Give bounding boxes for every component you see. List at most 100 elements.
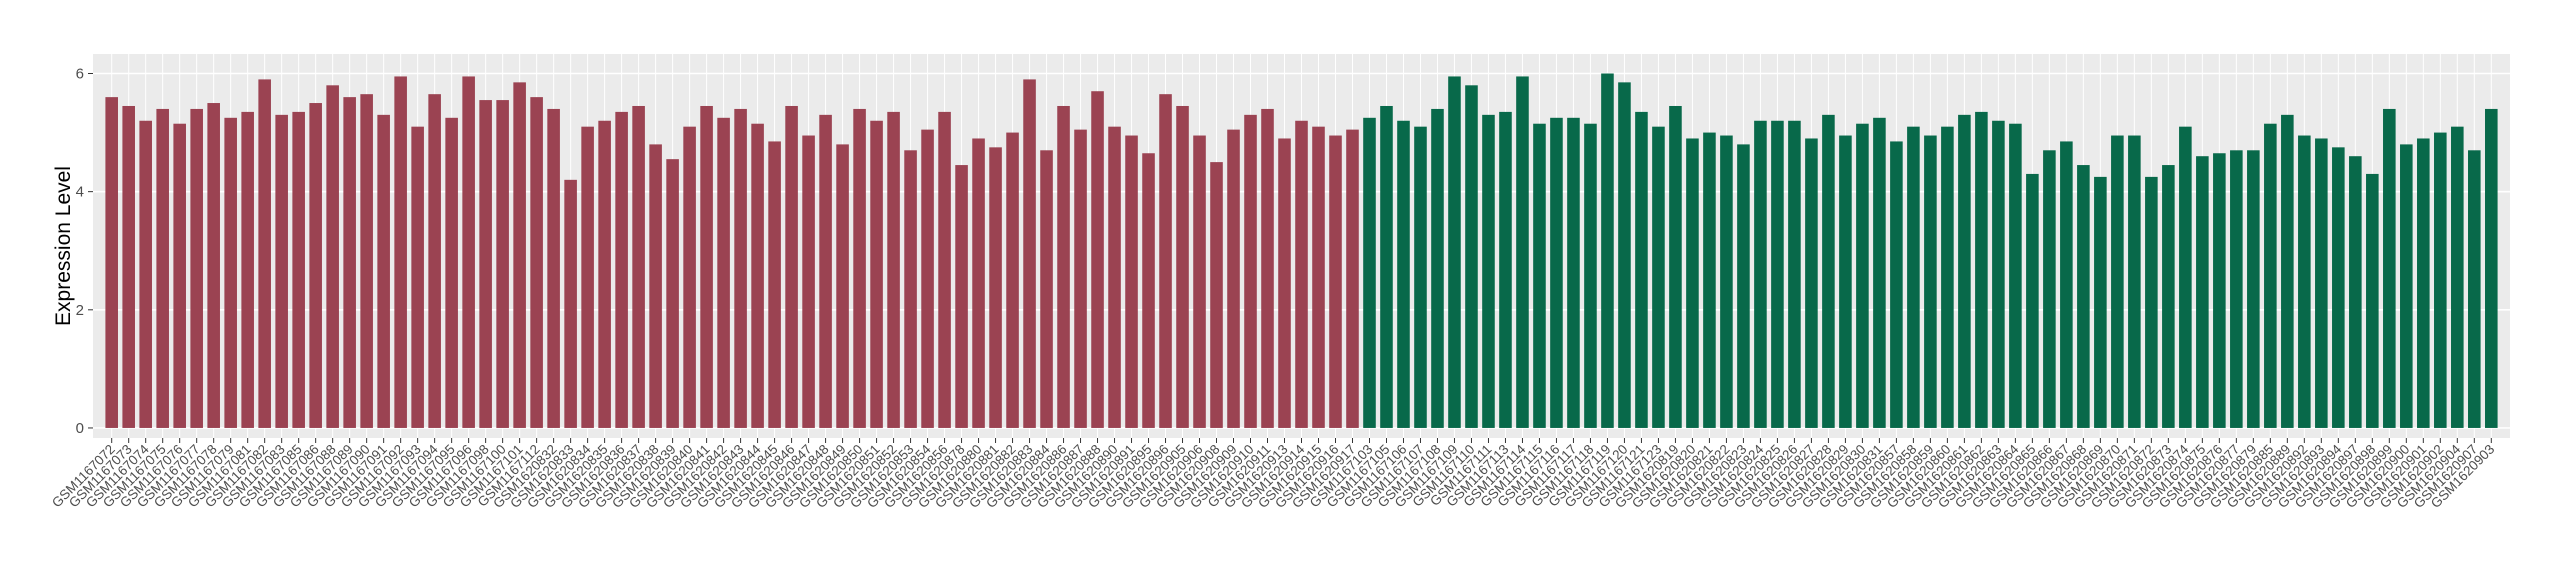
bar bbox=[819, 114, 832, 428]
bar bbox=[2434, 132, 2447, 428]
bar bbox=[2026, 173, 2039, 428]
bar bbox=[1295, 120, 1308, 428]
bar bbox=[768, 141, 781, 428]
bar bbox=[1652, 126, 1665, 428]
bar bbox=[887, 111, 900, 428]
bar bbox=[547, 108, 560, 428]
bar bbox=[1227, 129, 1240, 428]
y-axis-label: Expression Level bbox=[52, 166, 75, 326]
bar bbox=[649, 144, 662, 428]
bar bbox=[1720, 135, 1733, 428]
bar bbox=[1482, 114, 1495, 428]
bar bbox=[445, 117, 458, 428]
bar bbox=[1907, 126, 1920, 428]
bar bbox=[734, 108, 747, 428]
bar bbox=[105, 97, 118, 428]
bar bbox=[2145, 176, 2158, 428]
bar bbox=[904, 150, 917, 428]
bar bbox=[207, 103, 220, 428]
bar bbox=[2264, 123, 2277, 428]
bar bbox=[1329, 135, 1342, 428]
bar bbox=[666, 159, 679, 428]
y-tick-label: 2 bbox=[76, 302, 84, 319]
bar bbox=[156, 108, 169, 428]
bar bbox=[190, 108, 203, 428]
bar bbox=[2332, 147, 2345, 428]
bar bbox=[224, 117, 237, 428]
bar bbox=[1380, 105, 1393, 428]
bar bbox=[1023, 79, 1036, 428]
bar bbox=[955, 165, 968, 428]
bar bbox=[2111, 135, 2124, 428]
bar bbox=[1431, 108, 1444, 428]
bar bbox=[1958, 114, 1971, 428]
bar bbox=[1737, 144, 1750, 428]
bar bbox=[139, 120, 152, 428]
y-tick-label: 4 bbox=[76, 184, 84, 201]
bar bbox=[2179, 126, 2192, 428]
bar bbox=[581, 126, 594, 428]
bar bbox=[802, 135, 815, 428]
bar bbox=[2196, 156, 2209, 428]
bar bbox=[972, 138, 985, 428]
bar bbox=[683, 126, 696, 428]
bar bbox=[1516, 76, 1529, 428]
bar bbox=[921, 129, 934, 428]
bar bbox=[632, 105, 645, 428]
bar bbox=[1567, 117, 1580, 428]
bar bbox=[1057, 105, 1070, 428]
bar bbox=[2349, 156, 2362, 428]
y-tick-label: 0 bbox=[76, 420, 84, 437]
bar bbox=[1244, 114, 1257, 428]
bar bbox=[2128, 135, 2141, 428]
bar bbox=[564, 179, 577, 428]
bar bbox=[1822, 114, 1835, 428]
bar bbox=[122, 105, 135, 428]
bar bbox=[428, 94, 441, 428]
bar bbox=[1176, 105, 1189, 428]
bar bbox=[530, 97, 543, 428]
bar bbox=[2060, 141, 2073, 428]
bar bbox=[479, 100, 492, 428]
bar bbox=[173, 123, 186, 428]
bar bbox=[496, 100, 509, 428]
bar bbox=[1006, 132, 1019, 428]
bar bbox=[513, 82, 526, 428]
bar bbox=[1499, 111, 1512, 428]
bar bbox=[1873, 117, 1886, 428]
bar bbox=[1108, 126, 1121, 428]
bar bbox=[598, 120, 611, 428]
bar bbox=[1397, 120, 1410, 428]
bar bbox=[2298, 135, 2311, 428]
bar bbox=[1601, 73, 1614, 428]
bar bbox=[1941, 126, 1954, 428]
bar bbox=[1346, 129, 1359, 428]
bar bbox=[700, 105, 713, 428]
bar bbox=[836, 144, 849, 428]
bar bbox=[2009, 123, 2022, 428]
bar bbox=[2162, 165, 2175, 428]
bar bbox=[258, 79, 271, 428]
bar bbox=[309, 103, 322, 428]
bar bbox=[1703, 132, 1716, 428]
bar bbox=[2281, 114, 2294, 428]
y-tick-label: 6 bbox=[76, 65, 84, 82]
bar bbox=[1924, 135, 1937, 428]
bar bbox=[1142, 153, 1155, 428]
bar bbox=[292, 111, 305, 428]
bar bbox=[785, 105, 798, 428]
bar bbox=[1890, 141, 1903, 428]
bar bbox=[411, 126, 424, 428]
bar bbox=[2094, 176, 2107, 428]
bar bbox=[1805, 138, 1818, 428]
bar bbox=[2315, 138, 2328, 428]
bar bbox=[1856, 123, 1869, 428]
bar bbox=[1448, 76, 1461, 428]
bar bbox=[989, 147, 1002, 428]
bar bbox=[241, 111, 254, 428]
bar bbox=[326, 85, 339, 428]
bar bbox=[2247, 150, 2260, 428]
bar bbox=[1414, 126, 1427, 428]
bar bbox=[1533, 123, 1546, 428]
